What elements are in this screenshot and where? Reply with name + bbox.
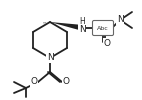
Text: N: N [47,54,53,62]
Polygon shape [50,22,83,31]
Text: O: O [62,78,69,86]
Text: N: N [117,16,123,24]
FancyBboxPatch shape [92,20,113,36]
Text: Abc: Abc [97,26,109,30]
Text: H: H [79,16,85,26]
Text: "": "" [43,22,47,26]
Text: O: O [31,78,37,86]
Text: O: O [104,38,110,48]
Text: N: N [79,24,85,34]
